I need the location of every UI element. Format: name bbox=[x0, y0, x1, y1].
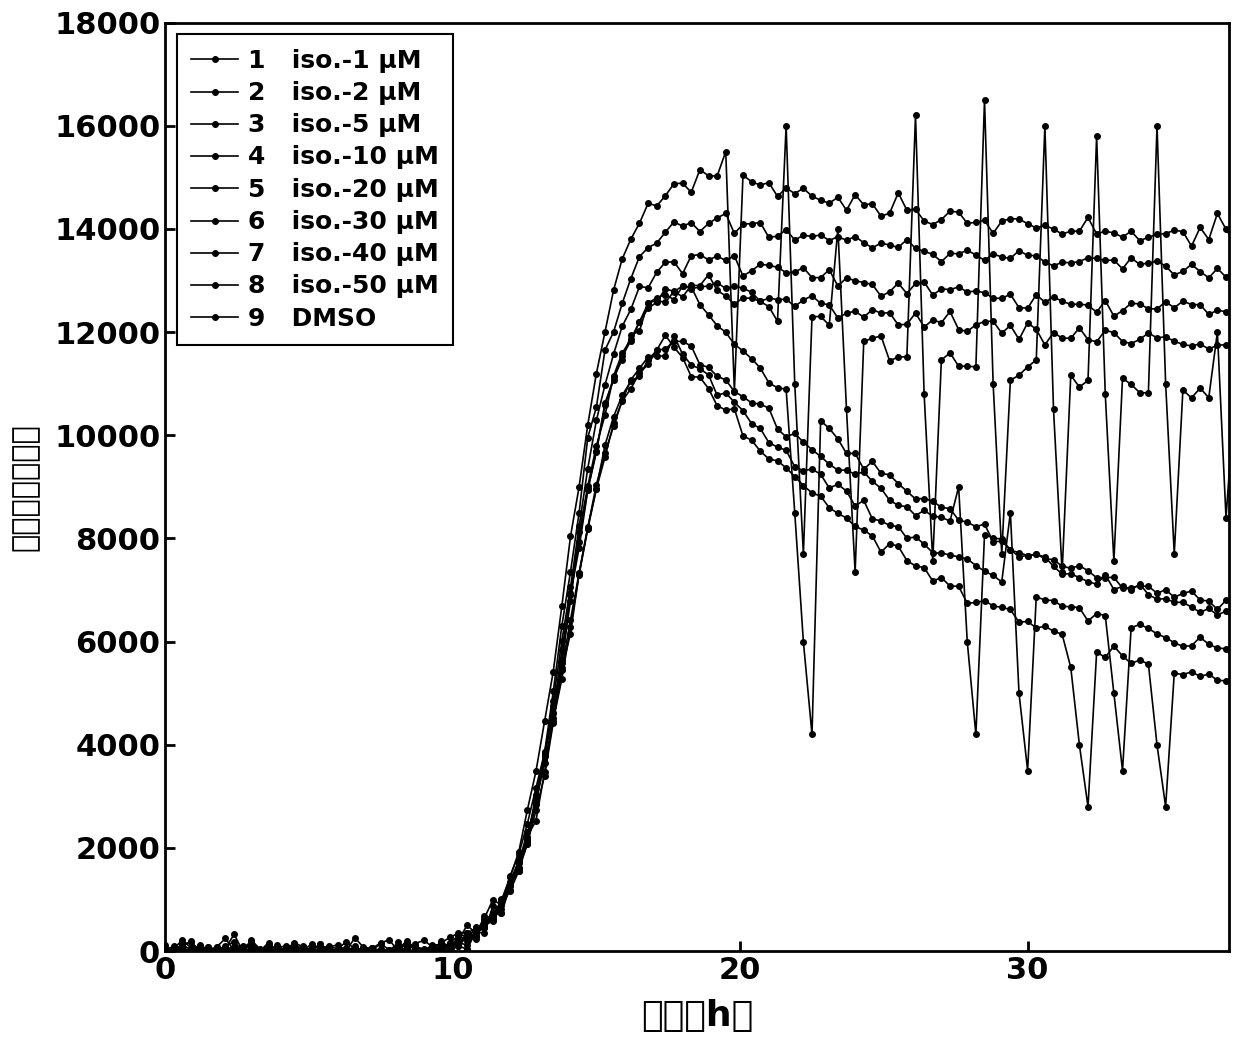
Legend: 1   iso.-1 μM, 2   iso.-2 μM, 3   iso.-5 μM, 4   iso.-10 μM, 5   iso.-20 μM, 6  : 1 iso.-1 μM, 2 iso.-2 μM, 3 iso.-5 μM, 4… bbox=[177, 34, 453, 345]
X-axis label: 时间（h）: 时间（h） bbox=[641, 999, 753, 1033]
Y-axis label: 标准化荧光强度: 标准化荧光强度 bbox=[11, 423, 40, 551]
